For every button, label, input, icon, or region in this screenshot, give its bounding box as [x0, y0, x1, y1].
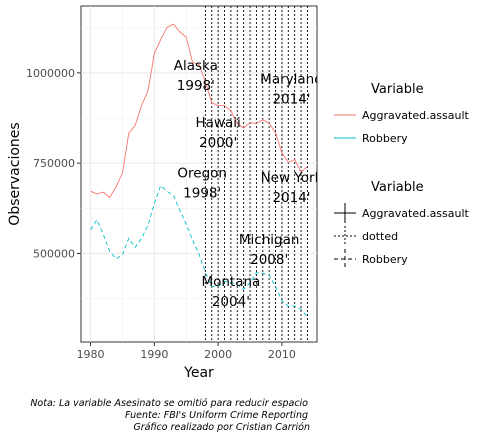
- caption-note: Nota: La variable Asesinato se omitió pa…: [30, 398, 308, 409]
- annotation-label: New York: [261, 170, 323, 186]
- series-line-robbery: [90, 184, 308, 317]
- annotation-label: Alaska: [174, 58, 218, 74]
- annotations: Alaska 1998' Hawaii 2000' Oregon 1998' Montana…: [174, 58, 323, 310]
- legend-item-label: Robbery: [362, 132, 408, 145]
- series-line-aggravated-assault: [90, 23, 308, 199]
- y-tick-label: 750000: [33, 157, 75, 170]
- annotation-year: 2014': [272, 190, 310, 206]
- axes: 1980 1990 2000 2010 500000 750000 1000000: [26, 67, 296, 361]
- annotation-label: Hawaii: [196, 115, 241, 131]
- legend-title: Variable: [371, 180, 424, 195]
- plot-panel: [80, 5, 318, 343]
- y-tick-label: 1000000: [26, 67, 75, 80]
- y-axis-title: Observaciones: [7, 122, 23, 225]
- annotation-year: 1998': [183, 185, 221, 201]
- caption-source: Fuente: FBI's Uniform Crime Reporting: [125, 410, 308, 421]
- y-tick-label: 500000: [33, 247, 75, 260]
- x-tick-label: 2000: [204, 348, 232, 361]
- annotation-label: Montana: [201, 274, 260, 290]
- annotation-year: 2004': [212, 294, 250, 310]
- annotation-year: 1998': [177, 78, 215, 94]
- legend-title: Variable: [371, 82, 424, 97]
- reference-vlines: [204, 6, 308, 342]
- annotation-label: Oregon: [177, 165, 227, 181]
- x-tick-label: 1980: [77, 348, 105, 361]
- caption-author: Gráfico realizado por Cristian Carrión: [133, 422, 310, 433]
- x-tick-label: 2010: [268, 348, 296, 361]
- x-tick-label: 1990: [140, 348, 168, 361]
- annotation-label: Michigan: [239, 232, 300, 248]
- legends: Variable Aggravated.assault Robbery Variabl…: [334, 82, 470, 269]
- annotation-year: 2014': [272, 91, 310, 107]
- grid-lines: [81, 6, 317, 342]
- x-axis-title: Year: [183, 365, 214, 381]
- series-lines: [90, 23, 308, 317]
- legend-item-label: dotted: [362, 230, 398, 243]
- legend-item-label: Aggravated.assault: [362, 207, 470, 220]
- annotation-year: 2000': [199, 135, 237, 151]
- legend-item-label: Aggravated.assault: [362, 109, 470, 122]
- legend-item-label: Robbery: [362, 253, 408, 266]
- annotation-label: Maryland: [260, 71, 323, 87]
- annotation-year: 2008': [250, 252, 288, 268]
